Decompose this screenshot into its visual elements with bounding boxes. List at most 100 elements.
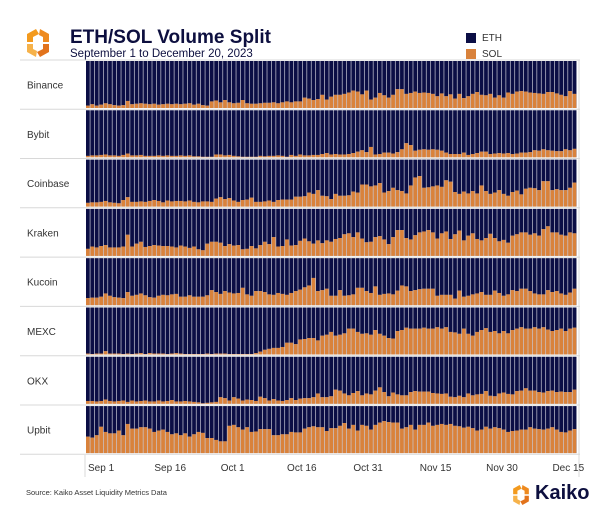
bar-sol [134,155,139,158]
bar-sol [276,400,280,404]
bar-sol [519,390,524,404]
bar-sol [515,391,519,404]
bar-sol [161,155,165,158]
bar-sol [298,432,303,454]
bar-sol [130,295,134,306]
bar-eth [125,356,130,402]
bar-eth [267,406,272,430]
bar-eth [231,110,236,156]
bar-sol [156,353,161,355]
bar-sol [285,239,289,256]
bar-sol [563,235,568,256]
bar-eth [550,110,555,151]
bar-eth [320,61,325,95]
bar-eth [515,406,519,431]
bar-sol [479,94,484,108]
bar-eth [484,110,488,152]
bar-eth [147,110,152,156]
bar-sol [271,201,276,207]
bar-sol [143,295,148,306]
bar-eth [501,258,506,296]
bar-eth [435,406,440,425]
bar-sol [156,295,161,306]
bar-eth [214,110,219,155]
bar-eth [559,61,564,95]
bar-eth [541,110,546,150]
bar-eth [537,110,541,151]
bar-sol [466,295,471,306]
bar-sol [470,428,475,454]
bar-eth [497,110,502,154]
bar-sol [554,93,559,108]
bar-sol [86,436,90,454]
bar-eth [373,356,378,391]
bar-eth [112,110,117,156]
bar-eth [178,406,183,436]
bar-eth [528,159,533,188]
bar-eth [170,208,174,247]
bar-sol [187,401,192,404]
bar-eth [311,208,316,244]
bar-sol [139,241,143,256]
bar-eth [400,110,404,150]
bar-eth [192,159,196,202]
bar-sol [461,328,466,355]
bar-eth [346,258,351,296]
bar-eth [426,110,431,150]
bar-eth [276,159,280,201]
bar-sol [231,245,236,256]
bar-eth [329,61,334,97]
bar-sol [134,428,139,454]
bar-sol [333,295,338,306]
bar-sol [99,426,103,454]
bar-eth [192,61,196,105]
bar-eth [497,208,502,242]
bar-eth [515,258,519,292]
bar-sol [338,195,342,207]
bar-eth [116,159,121,204]
bar-eth [280,159,285,200]
bar-eth [125,406,130,424]
bar-eth [320,208,325,244]
bar-eth [355,258,360,288]
bar-sol [258,351,263,355]
bar-sol [351,191,356,207]
bar-eth [413,61,418,92]
bar-eth [240,159,245,201]
bar-sol [439,328,444,355]
bar-sol [395,190,400,207]
bar-sol [360,94,364,108]
bar-eth [302,258,307,288]
bar-sol [90,104,95,108]
bar-sol [338,290,342,306]
bar-eth [479,208,484,241]
bar-eth [377,307,382,334]
bar-eth [152,110,157,156]
bar-sol [289,245,294,256]
bar-eth [125,110,130,154]
bar-sol [139,400,143,404]
bar-eth [431,356,435,393]
bar-sol [386,244,391,256]
bar-sol [435,185,440,207]
bar-sol [448,331,453,355]
bar-eth [276,208,280,247]
bar-eth [258,258,263,292]
bar-sol [382,293,387,306]
bar-sol [537,150,541,158]
bar-eth [324,307,329,335]
bar-eth [413,406,418,430]
bar-eth [298,110,303,155]
bar-eth [501,110,506,154]
bar-eth [554,61,559,94]
bar-eth [324,159,329,197]
bar-eth [236,110,241,157]
bar-eth [457,406,462,427]
bar-sol [457,333,462,355]
kaiko-logo-icon [27,29,49,57]
bar-sol [413,235,418,256]
bar-sol [501,295,506,306]
bar-sol [457,93,462,108]
bar-sol [121,154,126,158]
bar-sol [134,201,139,207]
